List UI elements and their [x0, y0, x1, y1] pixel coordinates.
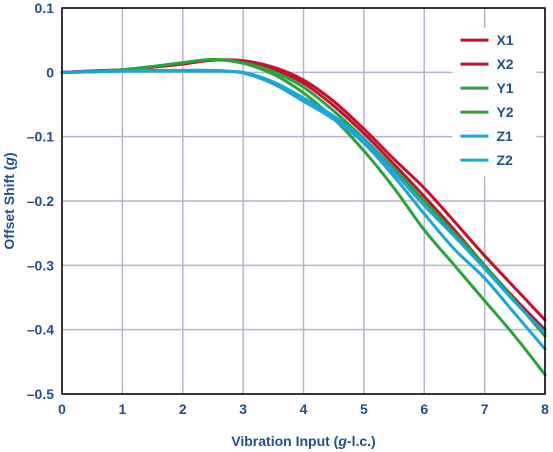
plot-frame — [61, 7, 546, 395]
y-tick-label: –0.3 — [27, 257, 54, 273]
y-tick-label: –0.2 — [27, 193, 54, 209]
x-tick-label: 7 — [481, 401, 489, 417]
x-tick-label: 8 — [541, 401, 549, 417]
y-tick-label: –0.4 — [27, 322, 54, 338]
y-tick-label: –0.1 — [27, 129, 54, 145]
x-tick-label: 0 — [58, 401, 66, 417]
series-line-z2 — [60, 68, 547, 351]
x-tick-label: 5 — [360, 401, 368, 417]
legend-label-y2: Y2 — [496, 104, 513, 120]
y-tick-labels: 0.1 0 –0.1 –0.2 –0.3 –0.4 –0.5 — [27, 0, 54, 402]
x-tick-label: 2 — [179, 401, 187, 417]
x-tick-label: 6 — [420, 401, 428, 417]
legend-label-z2: Z2 — [496, 152, 513, 168]
legend-background — [452, 28, 537, 177]
legend-label-y1: Y1 — [496, 80, 513, 96]
y-tick-label: 0.1 — [35, 0, 55, 16]
x-tick-label: 4 — [300, 401, 308, 417]
legend: X1 X2 Y1 Y2 Z1 Z2 — [452, 28, 537, 177]
x-tick-label: 3 — [239, 401, 247, 417]
y-tick-label: 0 — [46, 64, 54, 80]
x-tick-label: 1 — [118, 401, 126, 417]
series-lines — [60, 57, 547, 377]
series-line-y2 — [60, 57, 547, 377]
x-axis-label: Vibration Input (g-l.c.) — [231, 433, 375, 449]
legend-label-z1: Z1 — [496, 128, 513, 144]
legend-label-x1: X1 — [496, 32, 513, 48]
y-tick-label: –0.5 — [27, 386, 54, 402]
legend-label-x2: X2 — [496, 56, 513, 72]
y-axis-label: Offset Shift (g) — [1, 152, 17, 249]
x-tick-labels: 0 1 2 3 4 5 6 7 8 — [58, 401, 549, 417]
